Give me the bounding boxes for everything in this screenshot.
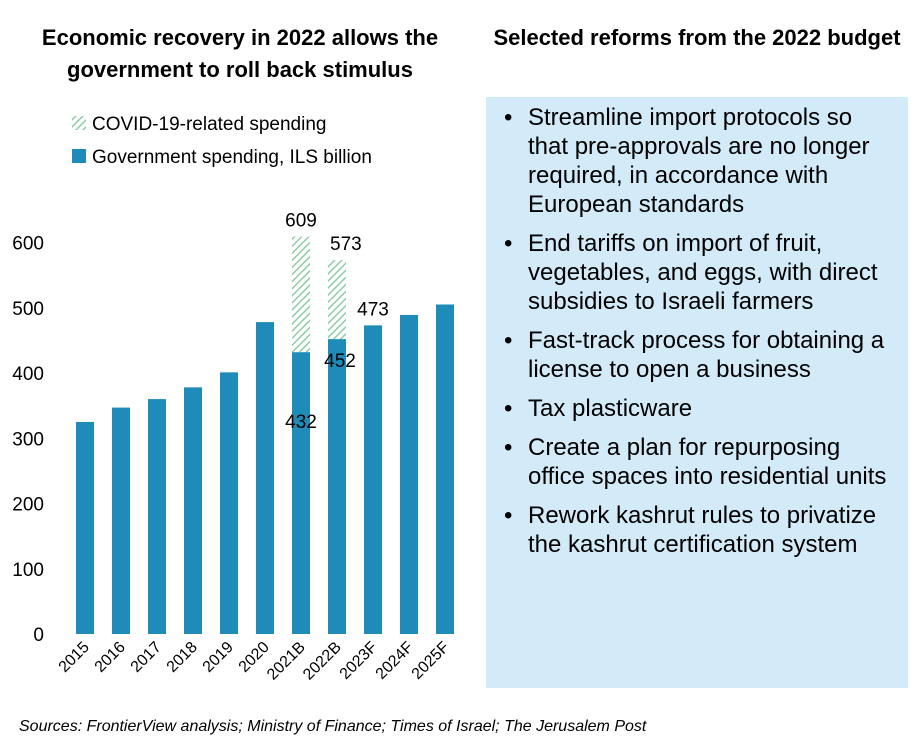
bar-government-2019 <box>220 372 238 634</box>
bar-covid-2021B <box>292 236 310 353</box>
reform-item: Create a plan for repurposing office spa… <box>500 433 898 491</box>
bar-government-2022B <box>328 339 346 634</box>
y-tick-label: 400 <box>12 364 44 385</box>
spending-chart: COVID-19-related spending Government spe… <box>12 114 454 684</box>
bar-government-2020 <box>256 322 274 634</box>
y-tick-label: 300 <box>12 429 44 450</box>
x-tick-label: 2022B <box>300 639 345 684</box>
data-label-base: 452 <box>324 351 356 372</box>
y-tick-label: 0 <box>33 625 44 646</box>
reforms-panel: Streamline import protocols so that pre-… <box>486 97 908 688</box>
x-tick-label: 2025F <box>409 639 453 683</box>
data-label-base: 432 <box>285 412 317 433</box>
chart-legend: COVID-19-related spending Government spe… <box>72 114 372 168</box>
bar-covid-2022B <box>328 260 346 340</box>
reform-item: End tariffs on import of fruit, vegetabl… <box>500 229 898 316</box>
y-tick-label: 600 <box>12 234 44 255</box>
x-tick-label: 2016 <box>92 639 129 676</box>
reform-item: Streamline import protocols so that pre-… <box>500 103 898 219</box>
reforms-title: Selected reforms from the 2022 budget <box>493 25 901 50</box>
bar-government-2017 <box>148 399 166 634</box>
bar-government-2024F <box>400 314 418 634</box>
chart-title: Economic recovery in 2022 allows the gov… <box>41 25 439 82</box>
x-tick-label: 2019 <box>200 639 237 676</box>
bar-government-2018 <box>184 387 202 634</box>
source-note: Sources: FrontierView analysis; Ministry… <box>19 718 647 735</box>
reform-item: Rework kashrut rules to privatize the ka… <box>500 501 898 559</box>
x-tick-label: 2018 <box>164 639 201 676</box>
y-tick-label: 100 <box>12 560 44 581</box>
x-tick-label: 2021B <box>264 639 309 684</box>
data-label-total: 473 <box>357 299 389 320</box>
x-tick-label: 2024F <box>373 639 417 683</box>
bar-government-2021B <box>292 352 310 634</box>
x-tick-label: 2015 <box>56 639 93 676</box>
reform-item: Tax plasticware <box>500 394 898 423</box>
legend-label-base: Government spending, ILS billion <box>92 147 372 168</box>
data-label-total: 609 <box>285 211 317 232</box>
x-tick-label: 2017 <box>128 639 165 676</box>
y-tick-label: 500 <box>12 299 44 320</box>
data-label-total: 573 <box>330 234 362 255</box>
y-tick-label: 200 <box>12 495 44 516</box>
legend-swatch-base <box>72 149 86 163</box>
reforms-list: Streamline import protocols so that pre-… <box>500 103 898 559</box>
bar-government-2025F <box>436 304 454 634</box>
legend-swatch-covid <box>72 116 86 130</box>
reform-item: Fast-track process for obtaining a licen… <box>500 326 898 384</box>
legend-label-covid: COVID-19-related spending <box>92 114 326 135</box>
x-tick-label: 2023F <box>337 639 381 683</box>
bar-government-2023F <box>364 325 382 634</box>
bar-government-2015 <box>76 421 94 634</box>
bar-government-2016 <box>112 407 130 634</box>
